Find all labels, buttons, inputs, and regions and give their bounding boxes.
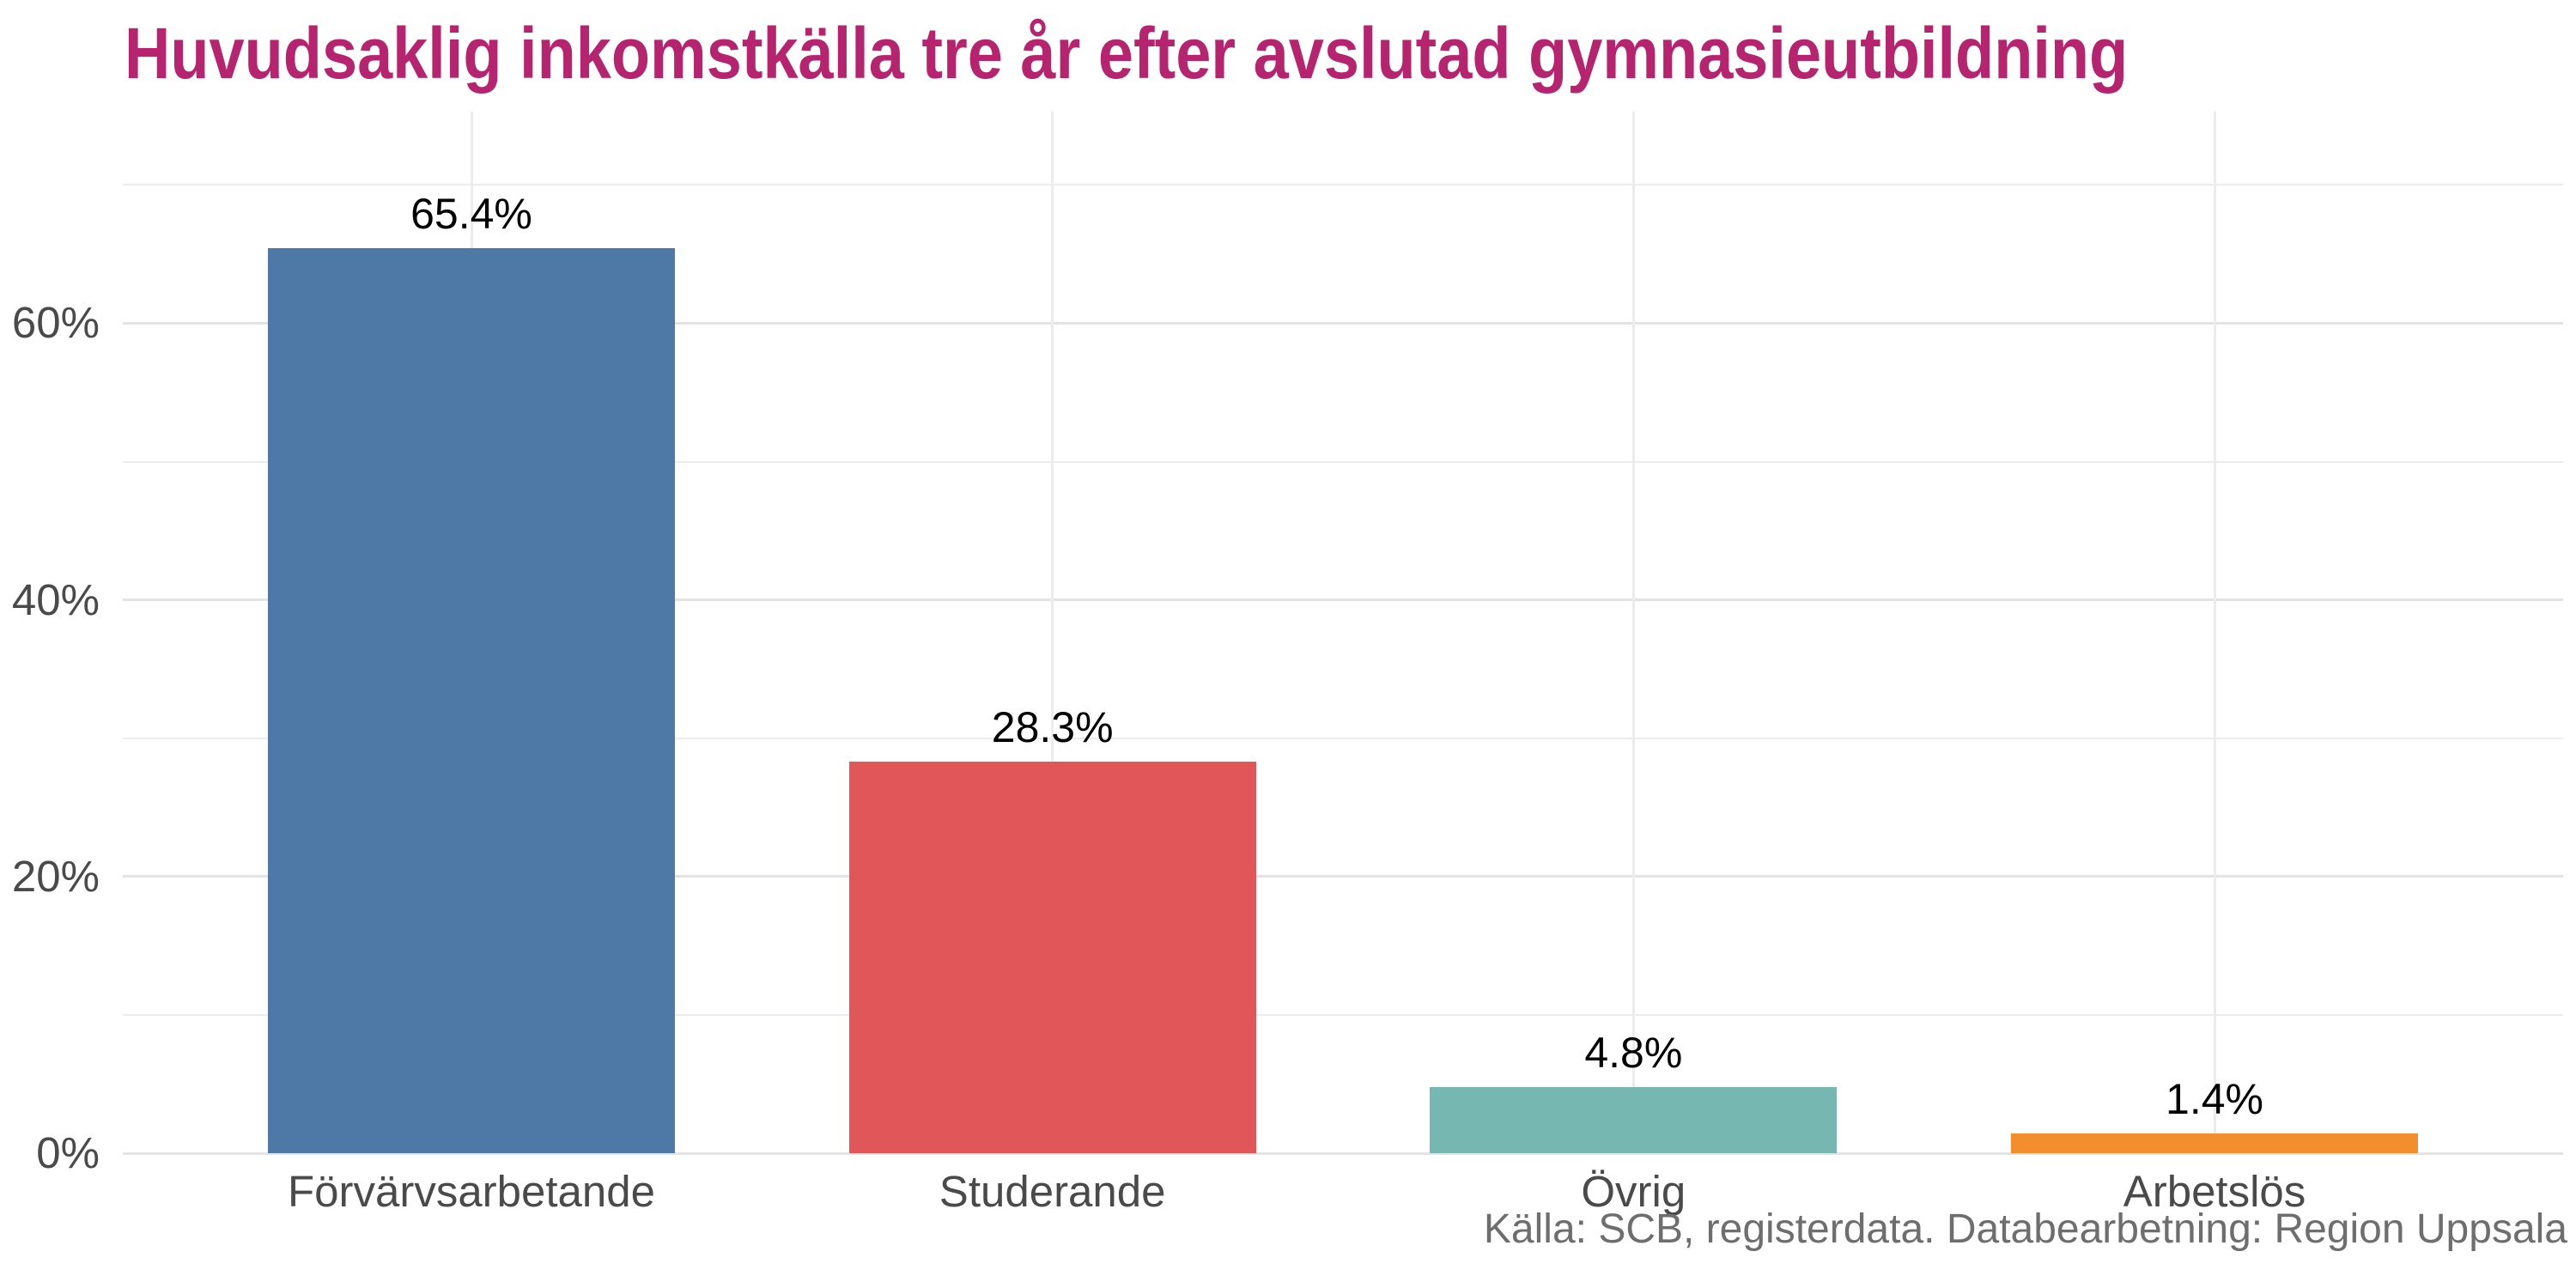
h-gridline-minor [123,184,2563,186]
h-gridline-minor [123,460,2563,463]
value-label: 28.3% [991,703,1114,752]
category-label: Arbetslös [2123,1167,2306,1216]
chart-title: Huvudsaklig inkomstkälla tre år efter av… [125,13,2129,94]
h-gridline-minor [123,737,2563,739]
h-gridline-minor [123,1013,2563,1016]
category-label: Övrig [1581,1167,1686,1216]
y-tick-label: 60% [11,298,100,348]
h-gridline-major [123,598,2563,602]
value-label: 1.4% [2166,1075,2263,1124]
value-label: 4.8% [1584,1028,1683,1077]
category-label: Förvärvsarbetande [287,1167,656,1216]
y-tick-label: 40% [11,574,100,624]
y-tick-label: 0% [36,1128,100,1177]
v-gridline [2213,112,2216,1153]
bar-studerande [848,762,1256,1153]
category-label: Studerande [939,1167,1166,1216]
h-gridline-major [123,321,2563,325]
y-tick-label: 20% [11,851,100,901]
value-label: 65.4% [410,190,532,239]
source-caption: Källa: SCB, registerdata. Databearbetnin… [1483,1206,2567,1252]
plot-area: 65.4% Förvärvsarbetande 28.3% Studerande 4.8… [123,112,2563,1216]
v-gridline [1631,112,1635,1153]
bar-övrig [1430,1086,1838,1153]
bar-förvärvsarbetande [268,248,675,1153]
v-gridline [1051,112,1054,1153]
h-gridline-major [123,1151,2563,1155]
bar-arbetslös [2011,1133,2418,1153]
h-gridline-major [123,875,2563,878]
